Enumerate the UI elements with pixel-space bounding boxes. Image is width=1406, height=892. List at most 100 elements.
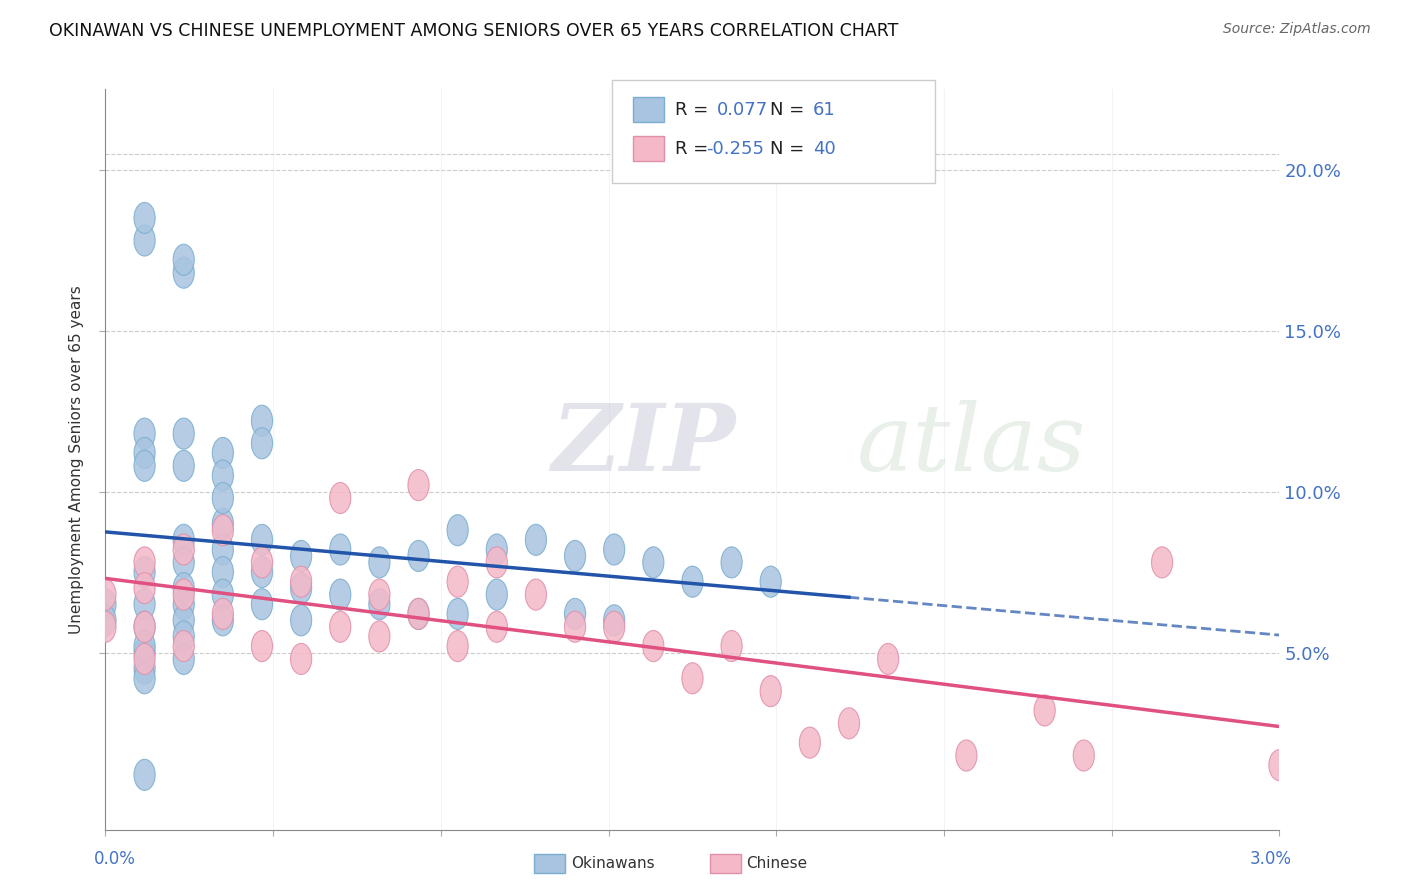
Ellipse shape: [643, 631, 664, 662]
Y-axis label: Unemployment Among Seniors over 65 years: Unemployment Among Seniors over 65 years: [69, 285, 84, 633]
Ellipse shape: [368, 579, 389, 610]
Ellipse shape: [761, 566, 782, 598]
Text: Source: ZipAtlas.com: Source: ZipAtlas.com: [1223, 22, 1371, 37]
Ellipse shape: [252, 589, 273, 620]
Ellipse shape: [721, 631, 742, 662]
Ellipse shape: [94, 589, 117, 620]
Ellipse shape: [173, 621, 194, 652]
Ellipse shape: [329, 483, 352, 514]
Ellipse shape: [329, 579, 352, 610]
Ellipse shape: [212, 599, 233, 630]
Ellipse shape: [603, 605, 624, 636]
Ellipse shape: [212, 579, 233, 610]
Ellipse shape: [173, 573, 194, 604]
Ellipse shape: [682, 566, 703, 598]
Ellipse shape: [212, 605, 233, 636]
Ellipse shape: [252, 631, 273, 662]
Ellipse shape: [447, 599, 468, 630]
Ellipse shape: [173, 418, 194, 450]
Ellipse shape: [134, 611, 155, 642]
Ellipse shape: [212, 483, 233, 514]
Ellipse shape: [134, 631, 155, 662]
Ellipse shape: [1152, 547, 1173, 578]
Ellipse shape: [134, 547, 155, 578]
Ellipse shape: [682, 663, 703, 694]
Ellipse shape: [134, 202, 155, 234]
Text: OKINAWAN VS CHINESE UNEMPLOYMENT AMONG SENIORS OVER 65 YEARS CORRELATION CHART: OKINAWAN VS CHINESE UNEMPLOYMENT AMONG S…: [49, 22, 898, 40]
Ellipse shape: [134, 643, 155, 674]
Ellipse shape: [1073, 740, 1094, 771]
Ellipse shape: [291, 541, 312, 572]
Ellipse shape: [134, 437, 155, 468]
Ellipse shape: [291, 605, 312, 636]
Ellipse shape: [252, 547, 273, 578]
Ellipse shape: [447, 631, 468, 662]
Ellipse shape: [173, 631, 194, 662]
Text: N =: N =: [770, 140, 810, 158]
Ellipse shape: [486, 534, 508, 565]
Ellipse shape: [173, 244, 194, 276]
Ellipse shape: [173, 589, 194, 620]
Ellipse shape: [212, 437, 233, 468]
Ellipse shape: [329, 611, 352, 642]
Ellipse shape: [173, 579, 194, 610]
Ellipse shape: [329, 534, 352, 565]
Text: Chinese: Chinese: [747, 856, 807, 871]
Ellipse shape: [291, 566, 312, 598]
Text: R =: R =: [675, 101, 714, 119]
Ellipse shape: [486, 579, 508, 610]
Ellipse shape: [134, 759, 155, 790]
Text: 40: 40: [813, 140, 835, 158]
Ellipse shape: [94, 611, 117, 642]
Ellipse shape: [173, 547, 194, 578]
Ellipse shape: [173, 450, 194, 482]
Ellipse shape: [134, 450, 155, 482]
Ellipse shape: [173, 605, 194, 636]
Ellipse shape: [134, 589, 155, 620]
Ellipse shape: [877, 643, 898, 674]
Ellipse shape: [212, 508, 233, 540]
Ellipse shape: [447, 515, 468, 546]
Ellipse shape: [94, 579, 117, 610]
Ellipse shape: [134, 663, 155, 694]
Ellipse shape: [447, 566, 468, 598]
Ellipse shape: [134, 418, 155, 450]
Ellipse shape: [252, 405, 273, 436]
Ellipse shape: [603, 611, 624, 642]
Ellipse shape: [564, 599, 586, 630]
Ellipse shape: [956, 740, 977, 771]
Ellipse shape: [1033, 695, 1056, 726]
Ellipse shape: [368, 547, 389, 578]
Ellipse shape: [526, 524, 547, 556]
Ellipse shape: [526, 579, 547, 610]
Ellipse shape: [134, 225, 155, 256]
Ellipse shape: [838, 707, 859, 739]
Ellipse shape: [134, 557, 155, 588]
Text: Okinawans: Okinawans: [571, 856, 654, 871]
Ellipse shape: [408, 599, 429, 630]
Ellipse shape: [368, 621, 389, 652]
Ellipse shape: [173, 534, 194, 565]
Text: 0.077: 0.077: [717, 101, 768, 119]
Ellipse shape: [291, 573, 312, 604]
Text: 3.0%: 3.0%: [1249, 850, 1291, 868]
Ellipse shape: [212, 515, 233, 546]
Ellipse shape: [94, 605, 117, 636]
Ellipse shape: [761, 675, 782, 706]
Ellipse shape: [252, 557, 273, 588]
Text: R =: R =: [675, 140, 714, 158]
Ellipse shape: [173, 643, 194, 674]
Ellipse shape: [134, 653, 155, 684]
Ellipse shape: [486, 611, 508, 642]
Text: N =: N =: [770, 101, 810, 119]
Ellipse shape: [721, 547, 742, 578]
Text: ZIP: ZIP: [551, 400, 735, 490]
Ellipse shape: [212, 557, 233, 588]
Ellipse shape: [134, 637, 155, 668]
Ellipse shape: [408, 599, 429, 630]
Ellipse shape: [368, 589, 389, 620]
Ellipse shape: [173, 524, 194, 556]
Text: 0.0%: 0.0%: [94, 850, 135, 868]
Ellipse shape: [564, 541, 586, 572]
Ellipse shape: [212, 460, 233, 491]
